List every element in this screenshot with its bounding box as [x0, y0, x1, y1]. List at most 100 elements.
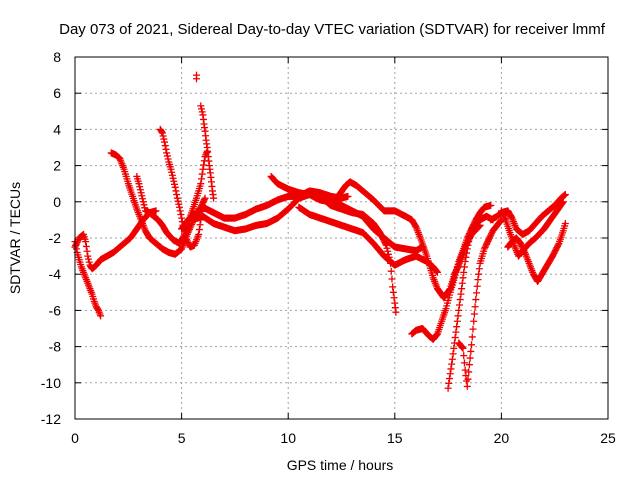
data-point — [559, 199, 567, 207]
data-point — [445, 379, 453, 387]
data-point — [446, 370, 454, 378]
data-point — [173, 191, 181, 199]
data-point — [200, 196, 208, 204]
data-point — [475, 270, 483, 278]
data-point — [470, 317, 478, 325]
data-point — [470, 220, 478, 228]
data-point — [474, 276, 482, 284]
data-point — [497, 217, 505, 225]
data-point — [178, 214, 186, 222]
data-point — [482, 242, 490, 250]
data-point — [193, 75, 201, 83]
data-point — [462, 253, 470, 261]
data-point — [183, 236, 191, 244]
data-point — [136, 186, 144, 194]
data-point — [470, 310, 478, 318]
data-point — [561, 220, 569, 228]
data-point — [499, 210, 507, 218]
data-point — [554, 241, 562, 249]
data-point — [507, 213, 515, 221]
data-point — [84, 252, 92, 260]
x-tick-label: 15 — [387, 430, 403, 446]
data-point — [74, 237, 82, 245]
data-point — [181, 231, 189, 239]
data-point — [473, 289, 481, 297]
data-point — [455, 301, 463, 309]
data-point — [472, 296, 480, 304]
x-tick-label: 10 — [280, 430, 296, 446]
data-point — [141, 204, 149, 212]
data-point — [383, 244, 391, 252]
data-point — [161, 142, 169, 150]
data-point — [483, 239, 491, 247]
data-point — [461, 258, 469, 266]
data-point — [517, 239, 525, 247]
data-point — [172, 187, 180, 195]
data-point — [201, 194, 209, 202]
data-point — [174, 197, 182, 205]
data-point — [459, 344, 467, 352]
data-point — [450, 344, 458, 352]
data-point — [457, 290, 465, 298]
data-point — [464, 241, 472, 249]
data-point — [497, 207, 505, 215]
data-point — [459, 274, 467, 282]
data-point — [72, 240, 80, 248]
data-point — [462, 372, 470, 380]
data-point — [517, 241, 525, 249]
data-point — [164, 155, 172, 163]
data-point — [177, 210, 185, 218]
data-point — [518, 242, 526, 250]
y-tick-label: 4 — [53, 121, 61, 137]
data-point — [83, 247, 91, 255]
data-point — [433, 331, 441, 339]
data-point — [454, 312, 462, 320]
data-point — [471, 303, 479, 311]
data-point — [463, 382, 471, 390]
data-point — [468, 341, 476, 349]
data-point — [163, 152, 171, 160]
data-point — [196, 221, 204, 229]
y-tick-label: -8 — [49, 339, 62, 355]
data-points — [71, 71, 569, 392]
x-axis-label: GPS time / hours — [287, 457, 394, 473]
data-point — [171, 183, 179, 191]
data-point — [465, 361, 473, 369]
data-point — [163, 149, 171, 157]
data-point — [85, 255, 93, 263]
data-point — [460, 268, 468, 276]
data-point — [135, 180, 143, 188]
x-tick-label: 0 — [71, 430, 79, 446]
data-point — [175, 200, 183, 208]
data-point — [449, 350, 457, 358]
data-point — [344, 192, 352, 200]
data-point — [487, 230, 495, 238]
y-tick-label: 6 — [53, 85, 61, 101]
data-point — [453, 317, 461, 325]
data-point — [501, 214, 509, 222]
data-point — [482, 240, 490, 248]
data-point — [182, 234, 190, 242]
x-tick-label: 20 — [494, 430, 510, 446]
data-point — [468, 225, 476, 233]
y-tick-label: -6 — [49, 302, 62, 318]
axis-ticks: 0 5 10 15 20 25 -12 -10 -8 -6 -4 -2 0 2 4 6 8 — [41, 49, 616, 446]
data-point — [470, 219, 478, 227]
y-tick-label: 0 — [53, 194, 61, 210]
y-tick-label: 8 — [53, 49, 61, 65]
data-point — [195, 230, 203, 238]
data-point — [184, 239, 192, 247]
data-point — [452, 328, 460, 336]
data-point — [469, 222, 477, 230]
data-point — [168, 171, 176, 179]
data-point — [468, 333, 476, 341]
data-point — [465, 234, 473, 242]
data-point — [160, 135, 168, 143]
data-point — [389, 288, 397, 296]
data-point — [195, 226, 203, 234]
data-point — [137, 189, 145, 197]
data-point — [473, 282, 481, 290]
data-point — [161, 138, 169, 146]
data-point — [152, 207, 160, 215]
